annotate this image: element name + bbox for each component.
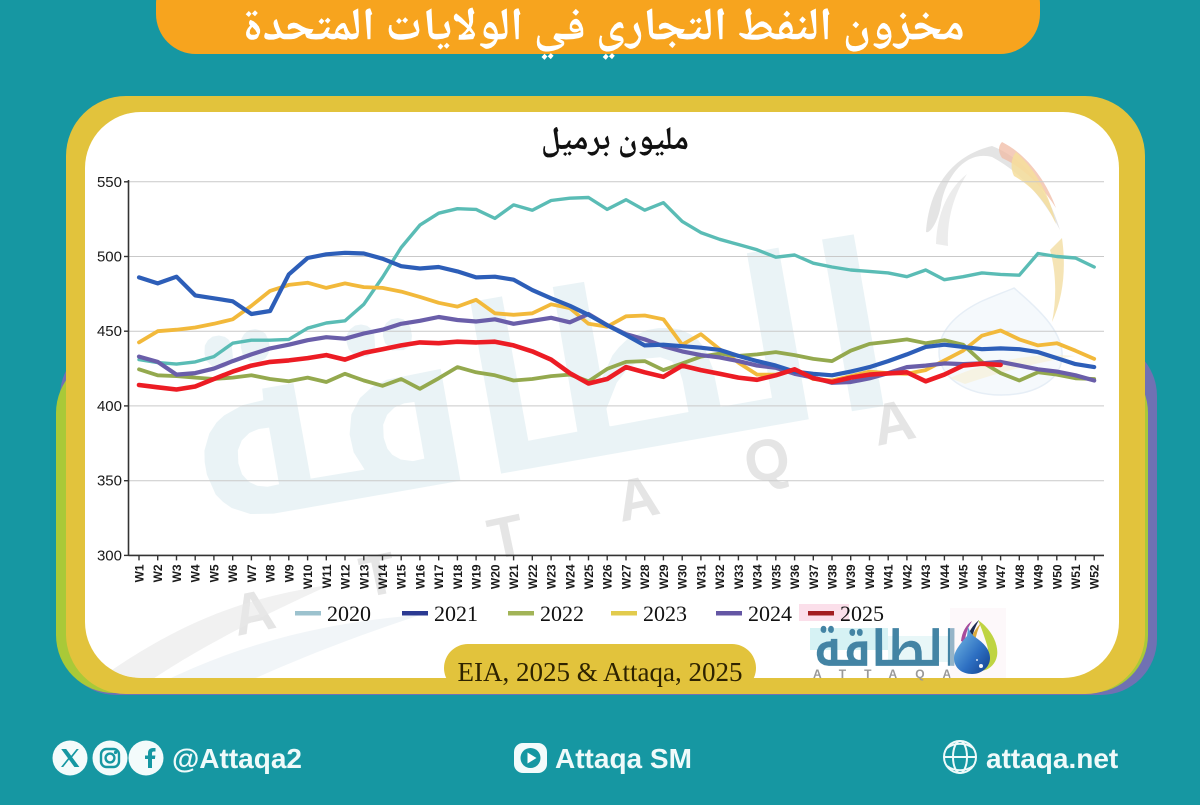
svg-text:W5: W5 [207, 564, 221, 582]
svg-text:2020: 2020 [327, 601, 371, 626]
svg-text:W39: W39 [844, 564, 858, 589]
svg-text:W51: W51 [1069, 564, 1083, 589]
svg-text:300: 300 [97, 547, 122, 564]
svg-text:400: 400 [97, 398, 122, 415]
svg-text:W52: W52 [1088, 564, 1102, 589]
svg-text:W38: W38 [826, 564, 840, 589]
svg-text:W41: W41 [882, 564, 896, 589]
svg-text:W16: W16 [413, 564, 427, 589]
svg-text:2023: 2023 [643, 601, 687, 626]
svg-text:W34: W34 [751, 564, 765, 589]
svg-text:2024: 2024 [748, 601, 792, 626]
svg-text:Attaqa SM: Attaqa SM [555, 743, 692, 774]
svg-text:ATTAQA: ATTAQA [813, 667, 969, 681]
svg-text:W22: W22 [526, 564, 540, 589]
svg-text:2025: 2025 [840, 601, 884, 626]
svg-text:W30: W30 [676, 564, 690, 589]
svg-text:W27: W27 [620, 564, 634, 589]
svg-text:W42: W42 [900, 564, 914, 589]
svg-text:W36: W36 [788, 564, 802, 589]
svg-text:W28: W28 [638, 564, 652, 589]
svg-text:W49: W49 [1032, 564, 1046, 589]
svg-text:W37: W37 [807, 564, 821, 589]
svg-text:W35: W35 [769, 564, 783, 589]
svg-text:W44: W44 [938, 564, 952, 589]
svg-text:W21: W21 [507, 564, 521, 589]
svg-text:W46: W46 [975, 564, 989, 589]
svg-text:W3: W3 [170, 564, 184, 582]
svg-text:W10: W10 [301, 564, 315, 589]
svg-text:W45: W45 [957, 564, 971, 589]
svg-text:W19: W19 [470, 564, 484, 589]
svg-text:W47: W47 [994, 564, 1008, 589]
svg-text:W32: W32 [713, 564, 727, 589]
svg-text:W4: W4 [189, 564, 203, 582]
svg-text:W15: W15 [395, 564, 409, 589]
svg-text:W12: W12 [339, 564, 353, 589]
svg-text:W43: W43 [919, 564, 933, 589]
svg-text:W24: W24 [563, 564, 577, 589]
svg-text:@Attaqa2: @Attaqa2 [172, 743, 302, 774]
svg-text:EIA, 2025 & Attaqa, 2025: EIA, 2025 & Attaqa, 2025 [458, 657, 743, 687]
svg-text:W29: W29 [657, 564, 671, 589]
svg-text:W50: W50 [1050, 564, 1064, 589]
svg-text:attaqa.net: attaqa.net [986, 743, 1118, 774]
svg-text:W48: W48 [1013, 564, 1027, 589]
svg-text:W18: W18 [451, 564, 465, 589]
svg-text:W2: W2 [151, 564, 165, 582]
svg-text:W11: W11 [320, 564, 334, 588]
svg-text:W26: W26 [601, 564, 615, 589]
svg-text:W25: W25 [582, 564, 596, 589]
svg-text:W23: W23 [545, 564, 559, 589]
svg-text:W1: W1 [133, 564, 147, 582]
svg-text:2022: 2022 [540, 601, 584, 626]
svg-text:W14: W14 [376, 564, 390, 589]
svg-text:550: 550 [97, 174, 122, 191]
svg-text:2021: 2021 [434, 601, 478, 626]
svg-text:W8: W8 [264, 564, 278, 582]
svg-text:W6: W6 [226, 564, 240, 582]
svg-text:W31: W31 [694, 564, 708, 589]
svg-text:W17: W17 [432, 564, 446, 589]
svg-text:450: 450 [97, 323, 122, 340]
svg-text:W7: W7 [245, 564, 259, 582]
svg-text:350: 350 [97, 473, 122, 490]
svg-text:W40: W40 [863, 564, 877, 589]
svg-text:W13: W13 [357, 564, 371, 589]
svg-text:W9: W9 [282, 564, 296, 582]
svg-text:W20: W20 [488, 564, 502, 589]
svg-text:W33: W33 [732, 564, 746, 589]
svg-text:500: 500 [97, 249, 122, 266]
